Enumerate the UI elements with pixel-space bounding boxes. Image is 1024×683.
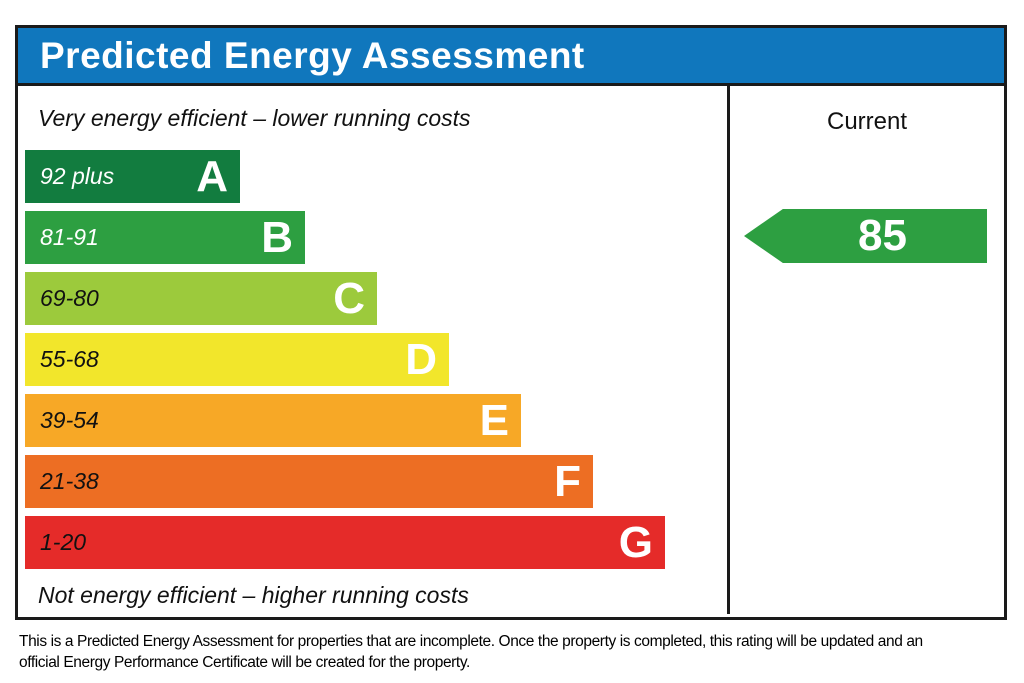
bands-container: 92 plus A 81-91 B 69-80 C 55-68 D 39-54 E 21-38 F 1-… bbox=[18, 150, 727, 569]
band-G: 1-20 G bbox=[25, 516, 665, 569]
band-range-label: 92 plus bbox=[40, 163, 115, 189]
band-range-label: 69-80 bbox=[40, 285, 99, 311]
current-column-header: Current bbox=[826, 108, 908, 135]
page-title: Predicted Energy Assessment bbox=[40, 34, 585, 76]
band-letter: D bbox=[405, 334, 437, 384]
band-range-label: 39-54 bbox=[40, 407, 99, 433]
band-range-label: 21-38 bbox=[40, 468, 99, 494]
band-E: 39-54 E bbox=[25, 394, 521, 447]
band-A: 92 plus A bbox=[25, 150, 240, 203]
top-caption: Very energy efficient – lower running co… bbox=[38, 104, 471, 131]
band-range-label: 1-20 bbox=[40, 529, 87, 555]
band-B: 81-91 B bbox=[25, 211, 305, 264]
band-range-label: 55-68 bbox=[40, 346, 99, 372]
current-rating-value: 85 bbox=[858, 211, 907, 260]
band-D: 55-68 D bbox=[25, 333, 449, 386]
band-letter: E bbox=[479, 395, 509, 445]
band-letter: C bbox=[333, 273, 365, 323]
band-letter: A bbox=[196, 151, 228, 201]
band-range-label: 81-91 bbox=[40, 224, 99, 250]
title-bar: Predicted Energy Assessment bbox=[18, 28, 1004, 86]
current-rating-arrow: 85 bbox=[744, 209, 987, 263]
band-letter: F bbox=[554, 456, 581, 506]
footer-note: This is a Predicted Energy Assessment fo… bbox=[19, 631, 999, 673]
bottom-caption: Not energy efficient – higher running co… bbox=[38, 582, 469, 608]
band-letter: B bbox=[261, 212, 293, 262]
current-column: Current 85 bbox=[727, 86, 1004, 614]
assessment-board: Predicted Energy Assessment Very energy … bbox=[15, 25, 1007, 620]
rating-chart: Very energy efficient – lower running co… bbox=[18, 86, 727, 614]
footer-line-1: This is a Predicted Energy Assessment fo… bbox=[19, 633, 923, 650]
chart-body: Very energy efficient – lower running co… bbox=[18, 86, 1004, 614]
band-letter: G bbox=[618, 517, 653, 567]
footer-line-2: official Energy Performance Certificate … bbox=[19, 654, 470, 671]
band-F: 21-38 F bbox=[25, 455, 593, 508]
band-C: 69-80 C bbox=[25, 272, 377, 325]
